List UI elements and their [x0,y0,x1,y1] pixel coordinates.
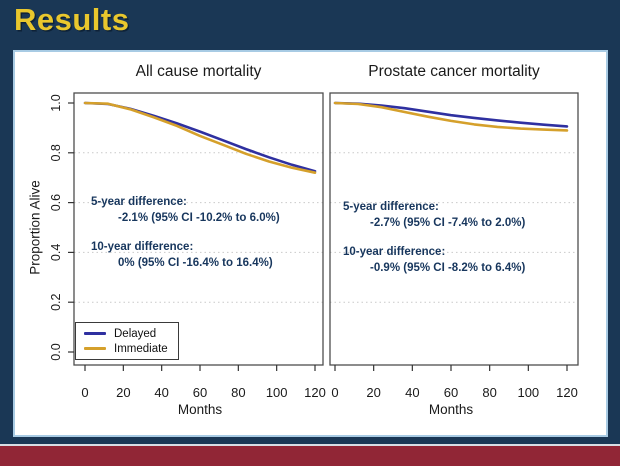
x-tick-label: 40 [154,385,168,400]
x-tick-label: 20 [116,385,130,400]
annotation-label: 5-year difference: [343,201,439,213]
y-tick-label: 1.0 [49,94,63,111]
annotation-value: 0% (95% CI -16.4% to 16.4%) [118,257,273,269]
annotation-label: 10-year difference: [343,246,446,258]
immediate-line-swatch [84,347,106,350]
survival-curves-svg: 0 20 40 60 80 100 120 0.0 0.2 0.4 0.6 0.8 1.0 0 20 40 60… [49,92,579,400]
y-axis-label: Proportion Alive [27,180,43,275]
x-tick-label: 0 [331,385,338,400]
x-tick-label: 60 [444,385,458,400]
annotation-5-year: 5-year difference: -2.7% (95% CI -7.4% t… [343,199,583,231]
x-tick-label: 120 [556,385,578,400]
annotations-prostate-cancer: 5-year difference: -2.7% (95% CI -7.4% t… [343,199,583,289]
plot-box [329,92,579,366]
y-tick-label: 0.0 [49,343,63,360]
legend-row-delayed: Delayed [84,328,178,340]
y-tick-label: 0.6 [49,194,63,211]
delayed-line-swatch [84,332,106,335]
series-line-immediate [83,101,317,174]
annotation-value: -2.1% (95% CI -10.2% to 6.0%) [118,212,280,224]
x-tick-label: 60 [193,385,207,400]
x-tick-label: 80 [482,385,496,400]
bottom-accent-bar [0,446,620,466]
x-tick-label: 120 [304,385,326,400]
slide-title: Results [14,2,130,37]
y-tick-label: 0.2 [49,293,63,310]
annotation-value: -0.9% (95% CI -8.2% to 6.4%) [370,262,526,274]
y-tick-label: 0.8 [49,144,63,161]
y-tick-label: 0.4 [49,244,63,261]
x-tick-label: 100 [517,385,539,400]
plot-box [73,92,324,366]
x-axis-label-right: Months [428,402,474,417]
chart-title-prostate-cancer-mortality: Prostate cancer mortality [368,63,540,80]
bottom-divider-line [0,444,620,446]
legend-box: Delayed Immediate [75,322,179,360]
x-tick-label: 40 [405,385,419,400]
legend-row-immediate: Immediate [84,343,178,355]
series-line-immediate [333,101,569,132]
chart-title-all-cause-mortality: All cause mortality [135,63,262,80]
x-axis-label-left: Months [177,402,223,417]
x-tick-label: 100 [266,385,288,400]
annotation-label: 5-year difference: [91,196,187,208]
annotation-5-year: 5-year difference: -2.1% (95% CI -10.2% … [91,194,331,226]
charts-panel: 0 20 40 60 80 100 120 0.0 0.2 0.4 0.6 0.8 1.0 0 20 40 60… [13,50,608,437]
annotation-label: 10-year difference: [91,241,194,253]
annotation-10-year: 10-year difference: -0.9% (95% CI -8.2% … [343,244,583,276]
x-tick-label: 20 [366,385,380,400]
annotation-10-year: 10-year difference: 0% (95% CI -16.4% to… [91,239,331,271]
annotation-value: -2.7% (95% CI -7.4% to 2.0%) [370,217,526,229]
annotations-all-cause: 5-year difference: -2.1% (95% CI -10.2% … [91,194,331,284]
x-tick-label: 80 [231,385,245,400]
legend-label-immediate: Immediate [114,342,168,355]
x-tick-label: 0 [81,385,88,400]
legend-label-delayed: Delayed [114,327,157,340]
